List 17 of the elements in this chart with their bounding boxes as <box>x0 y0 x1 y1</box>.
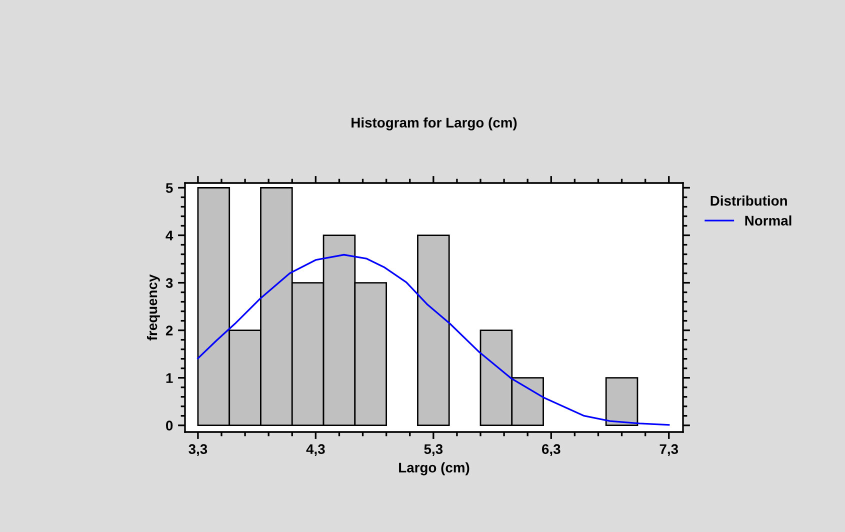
x-tick-label: 3,3 <box>188 444 208 456</box>
x-tick-label: 6,3 <box>542 444 560 456</box>
legend-label: Normal <box>745 215 792 226</box>
x-tick-label: 4,3 <box>306 444 325 456</box>
legend-title: Distribution <box>710 196 787 206</box>
y-tick-label: 4 <box>166 230 174 240</box>
y-tick-label: 0 <box>166 420 173 431</box>
x-axis-title: Largo (cm) <box>399 462 470 476</box>
y-tick-label: 1 <box>166 373 173 383</box>
line-series <box>197 254 670 426</box>
x-tick-label: 7,3 <box>660 444 678 456</box>
y-tick-label: 5 <box>166 183 173 193</box>
chart-title: Histogram for Largo (cm) <box>352 117 517 130</box>
y-tick-label: 2 <box>166 326 173 336</box>
y-tick-label: 3 <box>166 278 173 288</box>
y-axis-title: frequency <box>146 274 160 340</box>
x-tick-label: 5,3 <box>424 444 443 456</box>
